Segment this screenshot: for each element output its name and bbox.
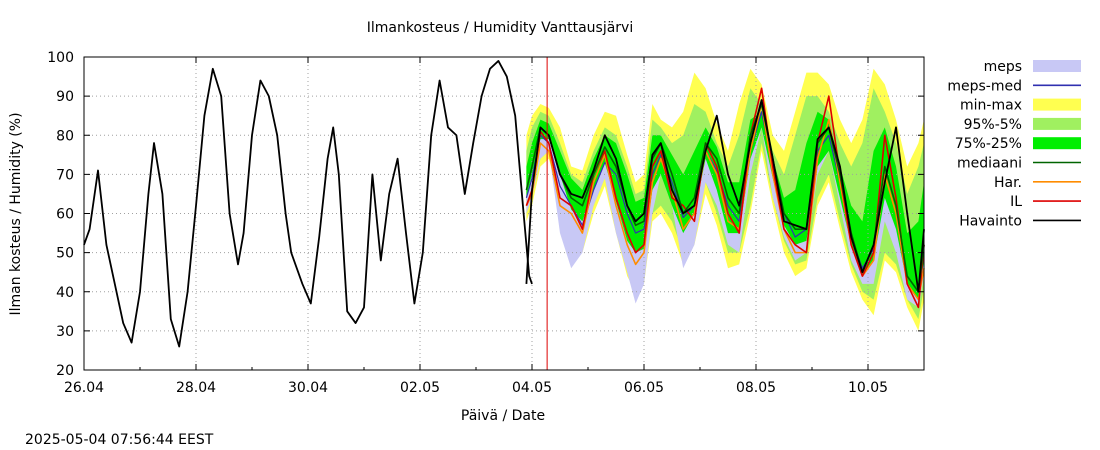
legend-label-p75_25: 75%-25% <box>955 136 1022 152</box>
y-tick-label: 60 <box>56 207 74 223</box>
legend-swatch-p95_5 <box>1033 117 1081 130</box>
band-75-25 <box>526 111 924 300</box>
chart-title: Ilmankosteus / Humidity Vanttausjärvi <box>367 20 633 36</box>
axes: 20 30 40 50 60 70 80 90 100 26.04 28.04 30.04 02.05 0… <box>47 50 925 396</box>
legend-swatch-p75_25 <box>1033 137 1081 150</box>
x-tick-label: 26.04 <box>64 380 104 396</box>
x-tick-label: 08.05 <box>736 380 776 396</box>
y-tick-label: 100 <box>47 50 74 66</box>
y-axis-label: Ilman kosteus / Humidity (%) <box>8 112 24 315</box>
y-tick-label: 50 <box>56 246 74 262</box>
timestamp: 2025-05-04 07:56:44 EEST <box>25 432 214 448</box>
y-tick-label: 80 <box>56 128 74 144</box>
x-tick-label: 02.05 <box>400 380 440 396</box>
y-tick-label: 20 <box>56 363 74 379</box>
legend-label-p95_5: 95%-5% <box>964 117 1022 133</box>
series-il <box>525 87 925 309</box>
series-havainto-forecast <box>525 99 925 293</box>
x-tick-label: 06.05 <box>624 380 664 396</box>
x-tick-label: 04.05 <box>512 380 552 396</box>
legend: meps meps-med min-max 95%-5% 75%-25% mediaani… <box>947 59 1081 229</box>
legend-swatch-minmax <box>1033 98 1081 111</box>
y-tick-label: 70 <box>56 167 74 183</box>
legend-label-havainto: Havainto <box>959 213 1022 229</box>
series-lines <box>83 57 925 370</box>
x-tick-label: 28.04 <box>176 380 216 396</box>
legend-label-minmax: min-max <box>960 98 1022 114</box>
legend-label-meps: meps <box>984 59 1022 75</box>
legend-label-meps_med: meps-med <box>947 78 1022 94</box>
x-axis-label: Päivä / Date <box>461 408 545 424</box>
y-tick-label: 30 <box>56 324 74 340</box>
legend-label-il: IL <box>1010 194 1022 210</box>
legend-swatch-meps <box>1033 60 1081 72</box>
y-tick-label: 40 <box>56 285 74 301</box>
y-tick-label: 90 <box>56 89 74 105</box>
legend-label-har: Har. <box>994 175 1022 191</box>
legend-label-mediaani: mediaani <box>957 156 1022 172</box>
series-havainto <box>83 60 533 348</box>
x-tick-label: 30.04 <box>288 380 328 396</box>
x-tick-label: 10.05 <box>848 380 888 396</box>
